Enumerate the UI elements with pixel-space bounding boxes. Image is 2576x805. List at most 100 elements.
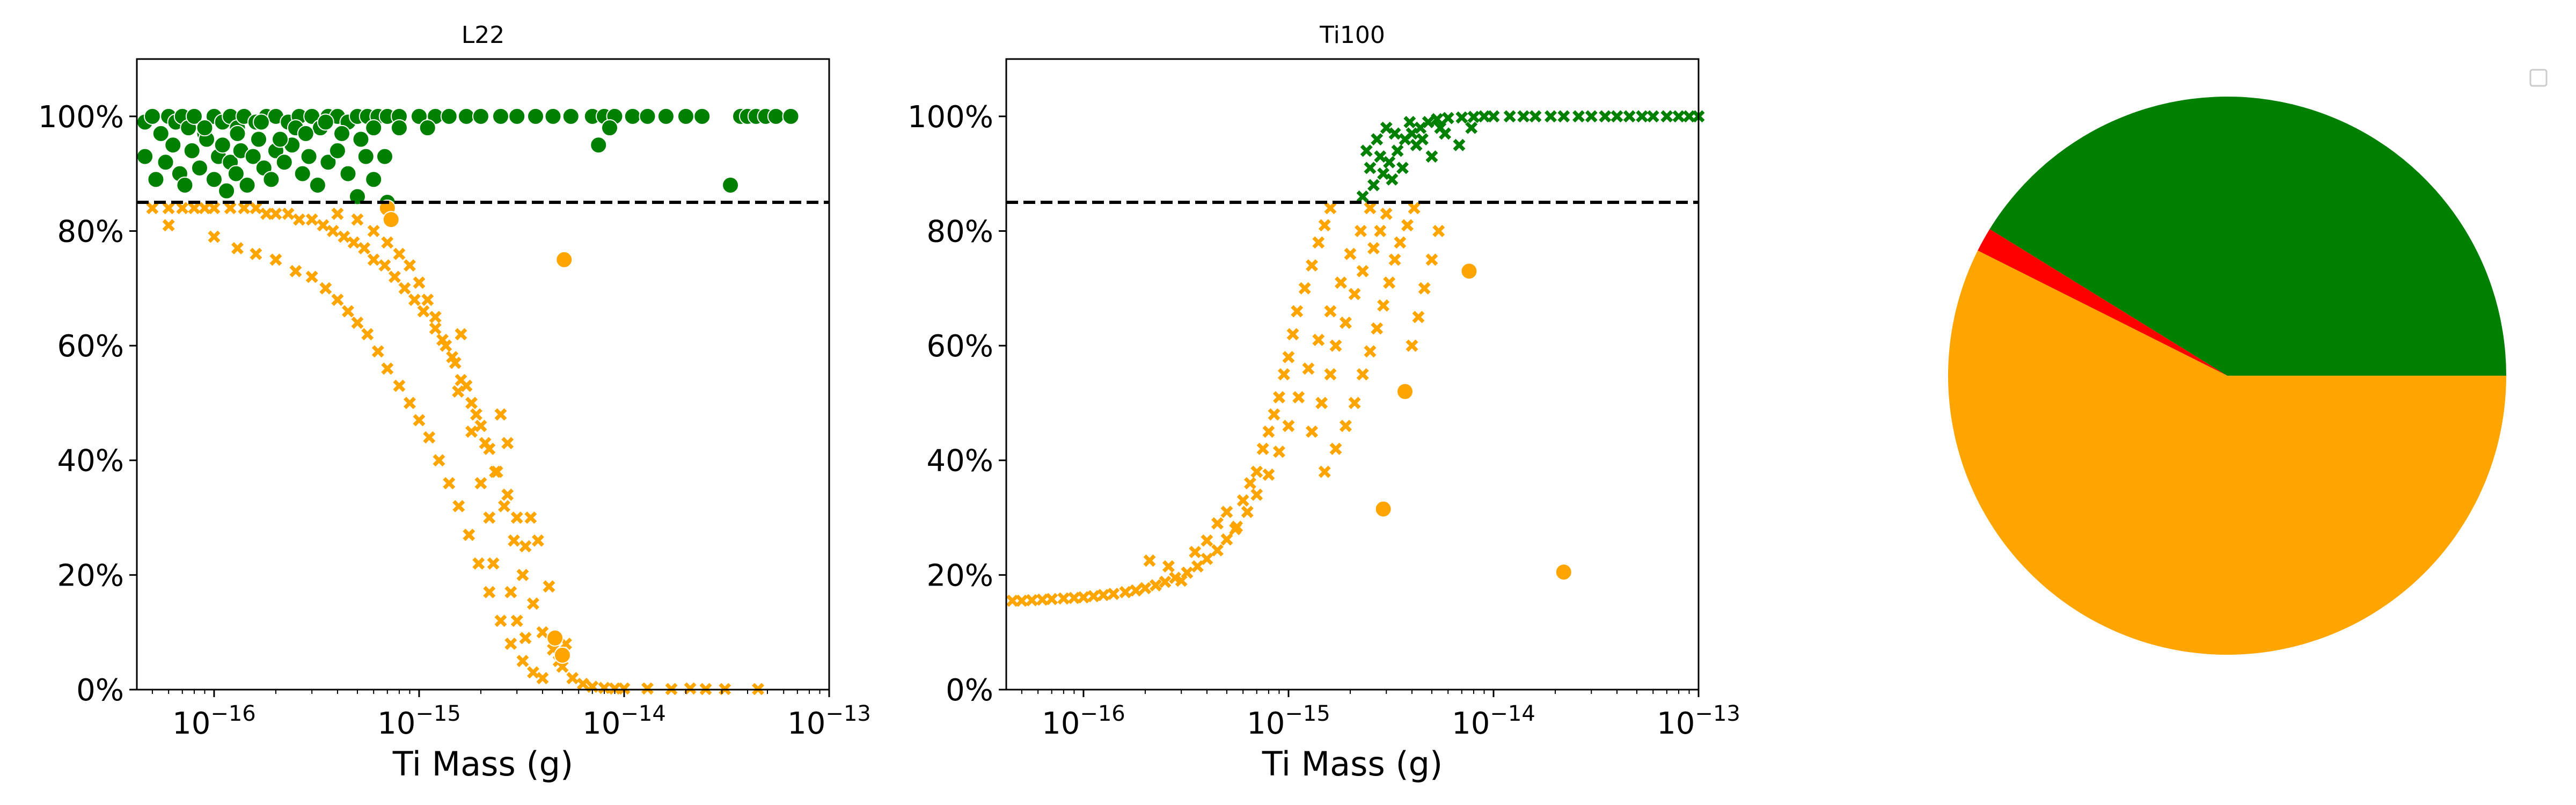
data-point (609, 682, 621, 695)
data-point (331, 207, 344, 220)
data-point (492, 107, 509, 125)
data-point (1045, 592, 1058, 605)
data-point (465, 397, 478, 409)
data-point (185, 107, 203, 125)
data-point (1364, 345, 1377, 358)
empty-legend-box (2529, 69, 2548, 87)
data-point (1339, 316, 1352, 329)
data-point (1572, 110, 1585, 123)
data-point (1377, 167, 1390, 180)
data-point (722, 177, 740, 194)
data-point (300, 148, 318, 165)
panel-title-l22: L22 (462, 21, 505, 49)
y-tick-label: 20% (57, 558, 124, 593)
data-point (1396, 383, 1414, 400)
data-point (1159, 575, 1172, 588)
data-point (205, 171, 223, 188)
data-point (341, 305, 354, 318)
scatter-panel-l22: L22 0% 20% 40% 60% 80% 100% 10−16 10−15 10−14 10−… (38, 21, 871, 784)
data-point (463, 529, 475, 541)
data-point (782, 107, 800, 125)
data-point (218, 182, 236, 200)
data-point (1544, 110, 1557, 123)
data-point (1324, 305, 1337, 318)
data-point (1067, 591, 1080, 604)
data-point (494, 408, 507, 421)
y-tick-label: 100% (38, 100, 124, 135)
data-point (250, 130, 268, 148)
data-point (1077, 591, 1090, 604)
data-point (1432, 224, 1445, 237)
data-point (519, 540, 532, 553)
data-point (1455, 111, 1468, 124)
data-point (317, 219, 330, 232)
data-point (348, 188, 366, 206)
data-point (524, 511, 537, 524)
data-point (333, 125, 351, 142)
scatter-points-l22 (136, 107, 800, 696)
data-point (269, 253, 282, 266)
data-point (1324, 202, 1337, 215)
data-point (1374, 224, 1387, 237)
data-point (1478, 110, 1490, 123)
data-point (292, 213, 305, 226)
scatter-panel-ti100: Ti100 0% 20% 40% 60% 80% 100% 10−16 10−15 10−14 1… (908, 21, 1740, 784)
data-point (1646, 110, 1659, 123)
data-point (501, 437, 514, 450)
data-point (1374, 150, 1387, 163)
data-point (214, 136, 231, 154)
data-point (367, 224, 380, 237)
data-point (378, 259, 391, 272)
data-point (398, 282, 411, 295)
data-point (1315, 397, 1328, 409)
data-point (162, 202, 175, 215)
data-point (508, 107, 526, 125)
data-point (208, 202, 221, 215)
data-point (1256, 442, 1269, 455)
data-point (1383, 156, 1396, 169)
data-point (1406, 127, 1418, 140)
data-point (357, 148, 375, 165)
data-point (1672, 110, 1685, 123)
data-point (319, 153, 337, 171)
data-point (1460, 262, 1478, 280)
data-point (491, 465, 503, 478)
data-point (1388, 127, 1401, 140)
data-point (1360, 144, 1373, 157)
data-point (403, 397, 416, 409)
data-point (526, 666, 539, 679)
data-point (641, 682, 654, 695)
data-point (244, 148, 262, 165)
data-point (527, 107, 545, 125)
data-point (1367, 179, 1380, 192)
data-point (1467, 111, 1480, 123)
data-point (347, 236, 360, 249)
y-tick-label: 40% (57, 444, 124, 479)
data-point (361, 328, 374, 341)
data-point (1302, 362, 1315, 375)
data-point (275, 153, 293, 171)
data-point (328, 142, 346, 159)
data-point (1356, 190, 1369, 203)
data-point (1272, 391, 1285, 404)
data-point (1282, 350, 1295, 363)
x-tick-label: 10−13 (787, 701, 871, 741)
data-point (1318, 219, 1331, 232)
data-point (1422, 116, 1435, 128)
data-point (1189, 546, 1202, 559)
data-point (474, 420, 487, 433)
data-point (390, 119, 408, 137)
data-point (472, 557, 485, 570)
data-point (326, 224, 339, 237)
data-point (1262, 468, 1275, 481)
data-point (457, 107, 475, 125)
data-point (590, 136, 608, 154)
data-point (1364, 162, 1377, 174)
data-point (693, 107, 711, 125)
data-point (519, 632, 532, 645)
panel-title-ti100: Ti100 (1319, 21, 1385, 49)
data-point (474, 477, 487, 489)
data-point (319, 282, 332, 295)
data-point (452, 385, 465, 398)
data-point (1236, 494, 1249, 507)
